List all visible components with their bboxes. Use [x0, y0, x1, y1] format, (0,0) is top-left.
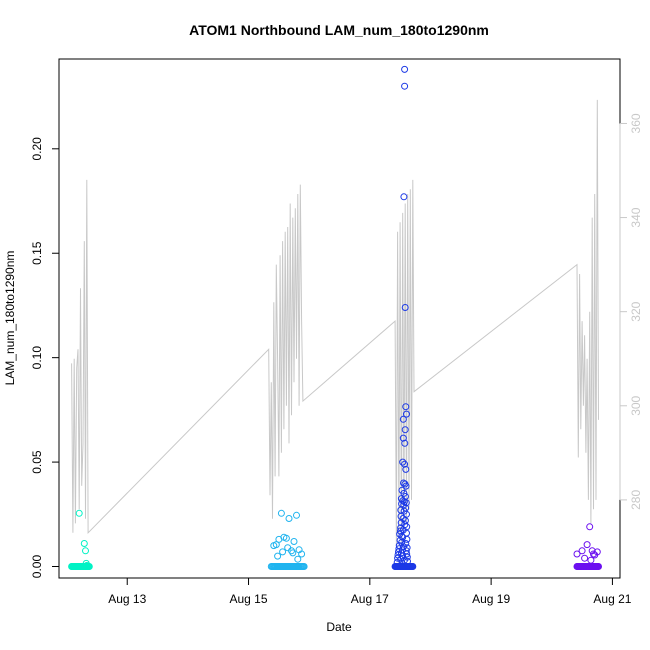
scatter-point [403, 535, 411, 543]
scatter-point [289, 549, 297, 557]
right-tick-label: 320 [629, 301, 643, 321]
scatter-point [397, 519, 405, 527]
scatter-point [402, 465, 410, 473]
x-axis: Aug 13 Aug 15 Aug 17 Aug 19 Aug 21 [108, 577, 632, 606]
scatter-point [284, 544, 292, 552]
right-tick-label: 360 [629, 113, 643, 133]
baseline-point [595, 563, 602, 570]
scatter-point [80, 540, 88, 547]
baseline-point [409, 563, 417, 570]
x-axis-label: Date [326, 620, 352, 634]
y-tick-label: 0.20 [30, 137, 44, 161]
right-tick-label: 280 [629, 490, 643, 510]
scatter-point [581, 554, 589, 562]
y-axis-label: LAM_num_180to1290nm [3, 251, 17, 386]
plot-frame [58, 58, 621, 579]
scatter-point [277, 509, 285, 517]
x-tick-label: Aug 13 [108, 592, 146, 606]
right-tick-label: 340 [629, 207, 643, 227]
x-tick-label: Aug 19 [472, 592, 510, 606]
scatter-layer [68, 65, 602, 570]
y-tick-label: 0.15 [30, 241, 44, 265]
secondary-line-layer [71, 99, 599, 547]
scatter-point [393, 558, 401, 566]
scatter-point [396, 527, 404, 535]
scatter-point [401, 426, 409, 434]
scatter-point [82, 547, 89, 555]
scatter-point [293, 511, 300, 519]
x-tick-label: Aug 15 [230, 592, 268, 606]
scatter-point [285, 515, 293, 522]
scatter-point [399, 515, 407, 522]
scatter-point [401, 460, 409, 468]
scatter-point [401, 65, 409, 73]
scatter-point [399, 415, 407, 423]
right-axis: 280 300 320 340 360 [619, 113, 643, 510]
scatter-point [403, 410, 410, 418]
scatter-point [587, 556, 595, 564]
scatter-point [298, 550, 306, 558]
chart-title: ATOM1 Northbound LAM_num_180to1290nm [189, 22, 489, 38]
scatter-point [399, 458, 407, 466]
scatter-point [401, 304, 409, 311]
scatter-point [593, 548, 601, 556]
scatter-point [573, 550, 581, 558]
scatter-point [586, 523, 594, 531]
scatter-point [398, 559, 406, 567]
scatter-point [396, 536, 404, 544]
y-tick-label: 0.05 [30, 450, 44, 474]
right-tick-label: 300 [629, 395, 643, 415]
x-tick-label: Aug 17 [351, 592, 389, 606]
scatter-point [402, 482, 410, 490]
scatter-point [583, 541, 591, 549]
scatter-point [401, 439, 409, 447]
scatter-point [402, 403, 410, 411]
scatter-point [282, 534, 290, 542]
scatter-point [75, 509, 83, 517]
scatter-point [83, 562, 91, 569]
scatter-point [279, 548, 287, 556]
y-axis: 0.00 0.05 0.10 0.15 0.20 [30, 137, 60, 579]
scatter-point [399, 497, 407, 505]
y-tick-label: 0.00 [30, 555, 44, 579]
scatter-point [401, 82, 409, 90]
scatter-point [394, 554, 402, 562]
scatter-point [578, 547, 586, 555]
scatter-point [274, 552, 282, 560]
secondary-series-line [71, 99, 599, 547]
y-tick-label: 0.10 [30, 346, 44, 370]
x-tick-label: Aug 21 [593, 592, 631, 606]
scatter-point [400, 193, 408, 201]
scatter-point [590, 550, 597, 558]
scatter-point [294, 555, 302, 563]
scatter-point [290, 538, 298, 545]
baseline-point [300, 563, 308, 570]
scatter-point [403, 550, 411, 558]
